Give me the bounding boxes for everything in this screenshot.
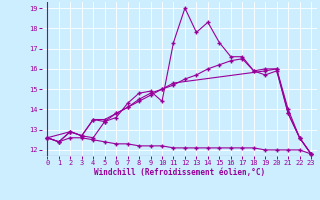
X-axis label: Windchill (Refroidissement éolien,°C): Windchill (Refroidissement éolien,°C) <box>94 168 265 177</box>
